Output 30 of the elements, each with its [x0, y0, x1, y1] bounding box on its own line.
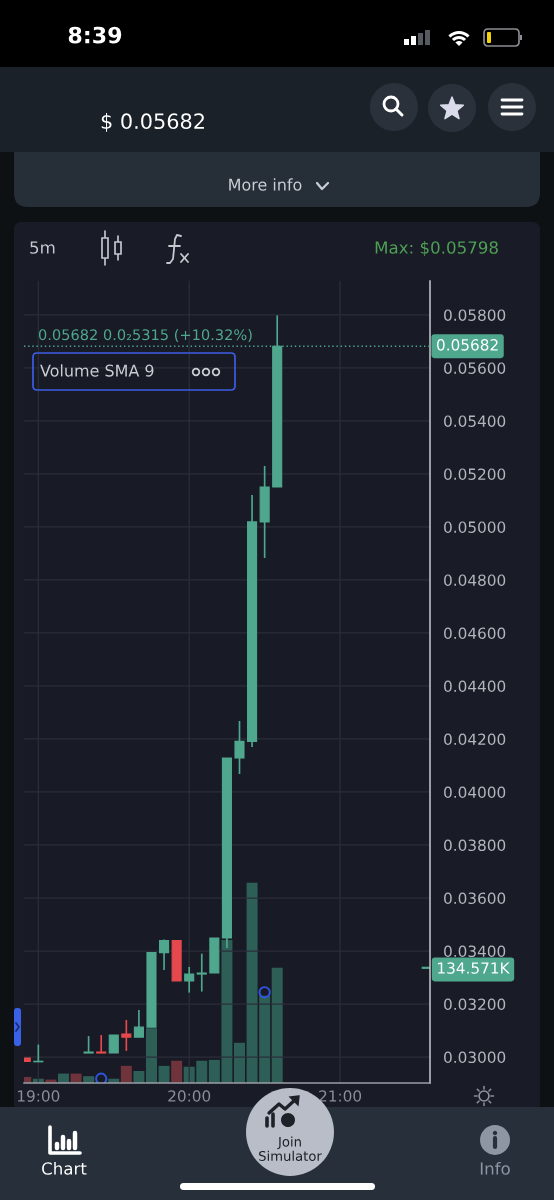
y-tick-label: 0.03800 — [444, 839, 506, 852]
y-tick-label: 0.04600 — [444, 627, 506, 639]
y-tick-label: 0.05800 — [444, 309, 506, 321]
y-tick-label: 0.05000 — [444, 521, 506, 533]
y2-tick-label: 134.571K — [438, 962, 510, 974]
annotation: Volume SMA 9 — [40, 364, 154, 377]
y-tick-label: 0.03000 — [444, 1051, 506, 1064]
y-tick-label: 0.03600 — [444, 892, 506, 905]
x-tick-label: 20:00 — [168, 1090, 211, 1102]
text: More info — [229, 178, 302, 191]
text: $ 0.05682 — [101, 112, 204, 132]
text: 5m — [30, 241, 55, 254]
y-tick-label: 0.04400 — [444, 680, 506, 692]
y-tick-label: 0.05400 — [444, 415, 506, 427]
y-tick-label: 0.04800 — [444, 574, 506, 586]
text: Info — [480, 1161, 510, 1175]
text: 8:39 — [68, 26, 122, 44]
annotation: 0.05682 0.0₂5315 (+10.32%) — [38, 328, 252, 342]
ref-line-label: 0.05682 — [437, 339, 498, 351]
y-tick-label: 0.04000 — [444, 786, 506, 799]
text: Max: $0.05798 — [375, 240, 498, 257]
x-tick-label: 19:00 — [18, 1090, 60, 1102]
text: Join Simulator — [259, 1136, 322, 1161]
y-tick-label: 0.03200 — [444, 998, 506, 1011]
y-tick-label: 0.05600 — [444, 362, 506, 374]
text: Chart — [42, 1161, 87, 1175]
x-tick-label: 21:00 — [319, 1090, 362, 1102]
y-tick-label: 0.04200 — [444, 733, 506, 745]
y-tick-label: 0.03400 — [444, 945, 506, 958]
y-tick-label: 0.05200 — [444, 468, 506, 480]
